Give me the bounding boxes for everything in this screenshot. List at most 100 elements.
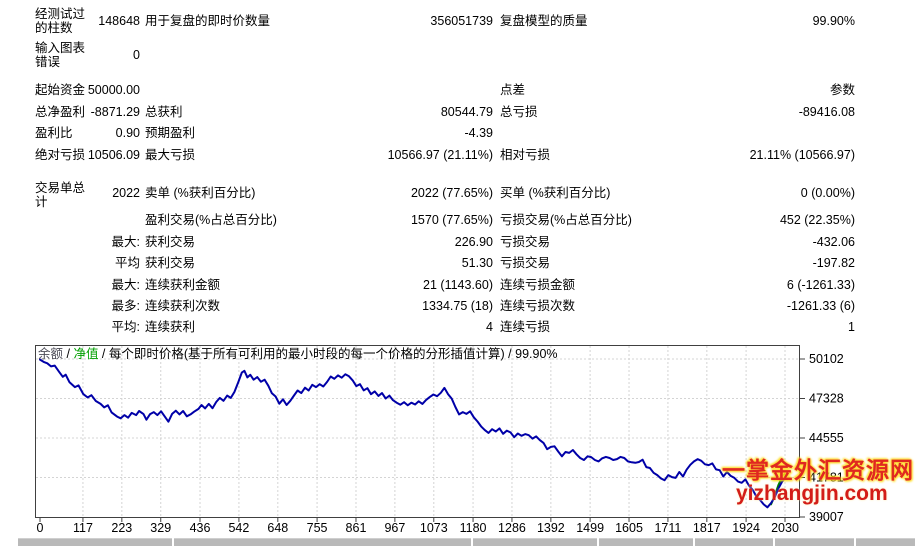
- stat-label-r9-c3l: 亏损交易: [500, 235, 551, 249]
- stat-value-r8-c3v: 452 (22.35%): [779, 213, 855, 227]
- legend-description: 每个即时价格(基于所有可利用的最小时段的每一个价格的分形插值计算): [108, 347, 505, 361]
- stat-value-r9-c2v: 226.90: [454, 235, 493, 249]
- stat-value-r9-c3v: -432.06: [812, 235, 855, 249]
- legend-separator: /: [504, 347, 516, 361]
- stat-value-r13-c2v: 4: [486, 320, 493, 334]
- stat-value-r10-c3v: -197.82: [812, 256, 855, 270]
- x-tick-label: 117: [73, 521, 93, 535]
- footer-header-cell-5: [695, 538, 773, 546]
- x-tick-label: 1499: [576, 521, 604, 535]
- stat-value-r1-c2v: 356051739: [430, 14, 493, 28]
- stat-label-r7-c2l: 卖单 (%获利百分比): [145, 186, 256, 200]
- x-tick-label: 1711: [654, 521, 681, 535]
- stat-label-r12-c2l: 连续获利次数: [145, 299, 221, 313]
- footer-header-cell-3: [473, 538, 597, 546]
- balance-chart: 0 117 223 329 436 542 648 755 861 967 1073 1180 1286…: [30, 340, 915, 540]
- x-tick-label: 223: [111, 521, 132, 535]
- x-tick-label: 1924: [732, 521, 760, 535]
- stat-label-r10-c3l: 亏损交易: [500, 256, 551, 270]
- stat-value-r11-c3v: 6 (-1261.33): [786, 278, 855, 292]
- x-tick-label: 436: [190, 521, 211, 535]
- y-tick-label: 41781: [809, 470, 844, 484]
- stat-label-r12-c3l: 连续亏损次数: [500, 299, 576, 313]
- plot-border: [35, 345, 800, 518]
- stat-label-r11-c2l: 连续获利金额: [145, 278, 221, 292]
- stat-value-r6-c3v: 21.11% (10566.97): [749, 148, 855, 162]
- stat-label-r1-c3l: 复盘模型的质量: [500, 14, 588, 28]
- stat-value-r1-c3v: 99.90%: [812, 14, 855, 28]
- stat-value-r12-c3v: -1261.33 (6): [786, 299, 855, 313]
- x-tick-label: 1392: [537, 521, 565, 535]
- stat-value-r4-c2v: 80544.79: [440, 105, 493, 119]
- stat-value-r1-c1v: 148648: [98, 14, 140, 28]
- x-tick-label: 0: [37, 521, 44, 535]
- stat-label-r11-c3l: 连续亏损金额: [500, 278, 576, 292]
- footer-header-cell-2: [174, 538, 471, 546]
- stat-value-r8-c2v: 1570 (77.65%): [410, 213, 493, 227]
- stat-value-r7-c2v: 2022 (77.65%): [410, 186, 493, 200]
- stat-value-r4-c3v: -89416.08: [798, 105, 855, 119]
- x-tick-label: 329: [150, 521, 171, 535]
- chart-legend: 余额 / 净值 / 每个即时价格(基于所有可利用的最小时段的每一个价格的分形插值…: [38, 347, 558, 362]
- y-tick-label: 50102: [809, 352, 844, 366]
- legend-quality: 99.90%: [515, 347, 558, 361]
- stat-label-r10-c2l: 获利交易: [145, 256, 196, 270]
- stat-value-r13-c3v: 1: [848, 320, 855, 334]
- stat-value-r5-c1v: 0.90: [115, 126, 140, 140]
- stat-value-r3-c3v: 参数: [829, 83, 855, 97]
- stat-value-r12-c1v: 最多:: [111, 299, 140, 313]
- stat-value-r11-c2v: 21 (1143.60): [423, 278, 493, 292]
- stat-label-r6-c3l: 相对亏损: [500, 148, 551, 162]
- legend-separator: /: [98, 347, 109, 361]
- stat-value-r7-c3v: 0 (0.00%): [800, 186, 855, 200]
- stat-label-r4-c2l: 总获利: [145, 105, 183, 119]
- stat-value-r9-c1v: 最大:: [111, 235, 140, 249]
- balance-equity-line-chart: 0 117 223 329 436 542 648 755 861 967 1073 1180 1286…: [35, 345, 844, 535]
- stat-value-r13-c1v: 平均:: [111, 320, 140, 334]
- stat-value-r2-c1v: 0: [133, 48, 140, 62]
- stat-label-r5-c2l: 预期盈利: [145, 126, 196, 140]
- stat-value-r11-c1v: 最大:: [111, 278, 140, 292]
- stat-label-r5-c1l: 盈利比: [35, 126, 73, 140]
- footer-header-cell-1: [18, 538, 172, 546]
- legend-separator: /: [63, 347, 74, 361]
- x-tick-label: 1605: [615, 521, 643, 535]
- stat-value-r10-c1v: 平均: [114, 256, 140, 270]
- stat-label-r3-c3l: 点差: [500, 83, 526, 97]
- stat-label-r6-c2l: 最大亏损: [145, 148, 196, 162]
- stat-label-r8-c3l: 亏损交易(%占总百分比): [500, 213, 632, 227]
- stat-value-r3-c1v: 50000.00: [87, 83, 140, 97]
- x-tick-label: 1180: [460, 521, 487, 535]
- x-tick-label: 861: [346, 521, 367, 535]
- stat-label-r2-c1l: 输入图表错误: [35, 41, 86, 69]
- stat-value-r6-c2v: 10566.97 (21.11%): [387, 148, 493, 162]
- stat-value-r5-c2v: -4.39: [464, 126, 494, 140]
- x-tick-label: 542: [228, 521, 249, 535]
- stat-label-r13-c2l: 连续获利: [145, 320, 196, 334]
- stat-label-r1-c2l: 用于复盘的即时价数量: [145, 14, 271, 28]
- legend-equity-label: 净值: [73, 347, 99, 361]
- stat-label-r3-c1l: 起始资金: [35, 83, 86, 97]
- footer-header-cell-7: [856, 538, 915, 546]
- stat-label-r13-c3l: 连续亏损: [500, 320, 551, 334]
- stat-value-r10-c2v: 51.30: [461, 256, 493, 270]
- stat-label-r7-c1l: 交易单总计: [35, 181, 86, 209]
- stat-value-r4-c1v: -8871.29: [90, 105, 140, 119]
- stat-value-r6-c1v: 10506.09: [87, 148, 140, 162]
- bottom-table-header-bar: [18, 538, 915, 546]
- stat-value-r7-c1v: 2022: [112, 186, 140, 200]
- x-tick-label: 967: [384, 521, 405, 535]
- y-tick-label: 44555: [809, 431, 844, 445]
- x-tick-label: 1817: [693, 521, 721, 535]
- stat-label-r6-c1l: 绝对亏损: [35, 148, 86, 162]
- footer-header-cell-4: [599, 538, 693, 546]
- x-tick-label: 648: [267, 521, 288, 535]
- balance-line: [39, 358, 786, 509]
- x-tick-label: 755: [307, 521, 328, 535]
- stat-label-r8-c2l: 盈利交易(%占总百分比): [145, 213, 277, 227]
- y-tick-label: 47328: [809, 392, 844, 406]
- stat-label-r4-c1l: 总净盈利: [35, 105, 86, 119]
- x-tick-label: 2030: [771, 521, 799, 535]
- stat-label-r9-c2l: 获利交易: [145, 235, 196, 249]
